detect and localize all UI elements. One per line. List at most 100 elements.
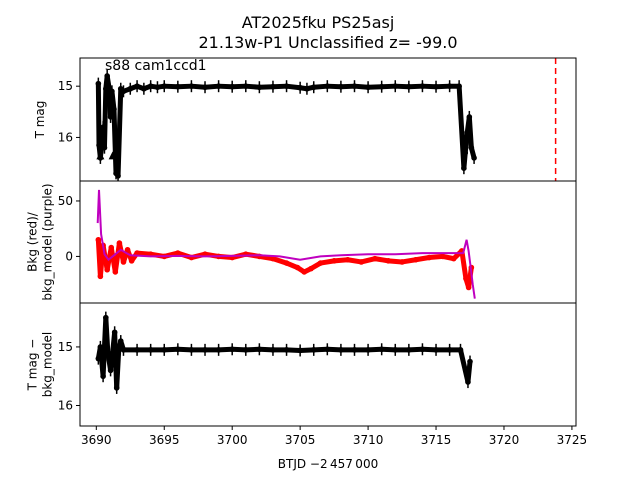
panel-plot-area [95, 311, 473, 394]
x-tick-label: 3710 [353, 433, 384, 447]
data-point [141, 85, 147, 92]
data-point [433, 347, 439, 353]
data-point [457, 347, 464, 353]
data-point [229, 83, 235, 90]
data-point [95, 80, 102, 87]
data-point [419, 83, 426, 89]
data-point [242, 83, 249, 89]
data-point [154, 84, 161, 91]
data-point [128, 258, 135, 264]
data-point [324, 83, 331, 89]
data-point [103, 314, 109, 321]
data-point [308, 265, 314, 272]
data-point [385, 258, 392, 264]
data-point [96, 142, 102, 148]
data-point [392, 83, 399, 89]
series-line-bkg_model [96, 189, 476, 299]
data-point [112, 269, 119, 275]
data-point [101, 144, 108, 151]
data-point [117, 338, 124, 344]
data-point [188, 347, 195, 353]
series-band-segment [95, 81, 102, 148]
data-point [127, 85, 134, 92]
data-point [134, 83, 140, 89]
y-axis-label: T mag − [26, 339, 40, 392]
data-point [100, 124, 106, 130]
series-band-segment [111, 106, 119, 176]
data-point [116, 240, 123, 246]
data-point [120, 259, 127, 265]
data-point [365, 347, 371, 353]
chart-title-line-1: AT2025fku PS25asj [242, 13, 395, 32]
y-axis-label: T mag [33, 101, 47, 140]
data-point [446, 347, 453, 353]
panel-tmag: 15 16 T mag [33, 57, 577, 182]
upper-limit-triangle [96, 151, 105, 160]
series-band-segment [114, 347, 122, 391]
chart-title-line-2: 21.13w-P1 Unclassified z= -99.0 [198, 33, 457, 52]
panel-frame [79, 302, 577, 427]
y-tick-label: 15 [58, 79, 73, 93]
data-point [161, 347, 168, 353]
data-point [95, 355, 102, 362]
data-point [215, 347, 222, 353]
data-point [392, 347, 399, 353]
data-point [338, 83, 344, 90]
series-band-segment [459, 248, 469, 282]
x-tick-label: 3700 [217, 433, 248, 447]
data-point [113, 385, 120, 391]
data-point [450, 255, 457, 262]
data-point [468, 144, 475, 151]
data-point [446, 83, 453, 89]
data-point [378, 346, 385, 353]
data-point [426, 254, 433, 261]
data-point [310, 84, 317, 91]
data-point [134, 250, 140, 256]
y-axis-label: bkg_model (purple) [41, 183, 55, 300]
data-point [297, 84, 303, 91]
data-point [433, 83, 439, 90]
x-tick-label: 3715 [421, 433, 452, 447]
data-point [104, 73, 110, 79]
data-point [100, 373, 106, 380]
data-point [412, 256, 419, 263]
y-tick-label: 0 [65, 249, 73, 263]
data-point [229, 346, 235, 353]
data-point [471, 155, 477, 161]
data-point [351, 83, 358, 89]
data-point [147, 83, 154, 89]
data-point [462, 150, 469, 156]
data-point [256, 84, 263, 91]
data-point [104, 266, 110, 273]
sector-camera-annotation: s88 cam1ccd1 [105, 58, 207, 74]
panel-plot-area [95, 189, 476, 299]
data-point [344, 256, 351, 263]
data-point [175, 83, 181, 90]
data-point [107, 114, 114, 120]
data-point [161, 83, 168, 89]
data-point [304, 85, 310, 92]
data-point [107, 367, 114, 374]
data-point [467, 358, 473, 365]
y-tick-label: 50 [58, 194, 73, 208]
data-point [465, 284, 472, 291]
y-tick-label: 16 [58, 399, 73, 413]
data-point [175, 250, 181, 256]
data-point [301, 269, 308, 275]
x-tick-label: 3690 [81, 433, 112, 447]
data-point [242, 347, 249, 353]
data-point [124, 246, 131, 253]
data-point [111, 329, 118, 336]
x-tick-label: 3720 [489, 433, 520, 447]
data-point [175, 346, 181, 353]
data-point [188, 83, 195, 89]
series-band-segment [115, 86, 124, 179]
panel-diff: 15 16 T mag − bkg_model 3690 3695 3700 3705 3710… [26, 302, 587, 447]
data-point [310, 347, 317, 353]
data-point [134, 347, 140, 353]
data-point [317, 260, 324, 266]
plot-layer: 15 16 T mag 0 50 Bkg (red)/bkg_model (purple)… [26, 57, 587, 447]
data-point [109, 88, 115, 95]
data-point [202, 84, 208, 91]
